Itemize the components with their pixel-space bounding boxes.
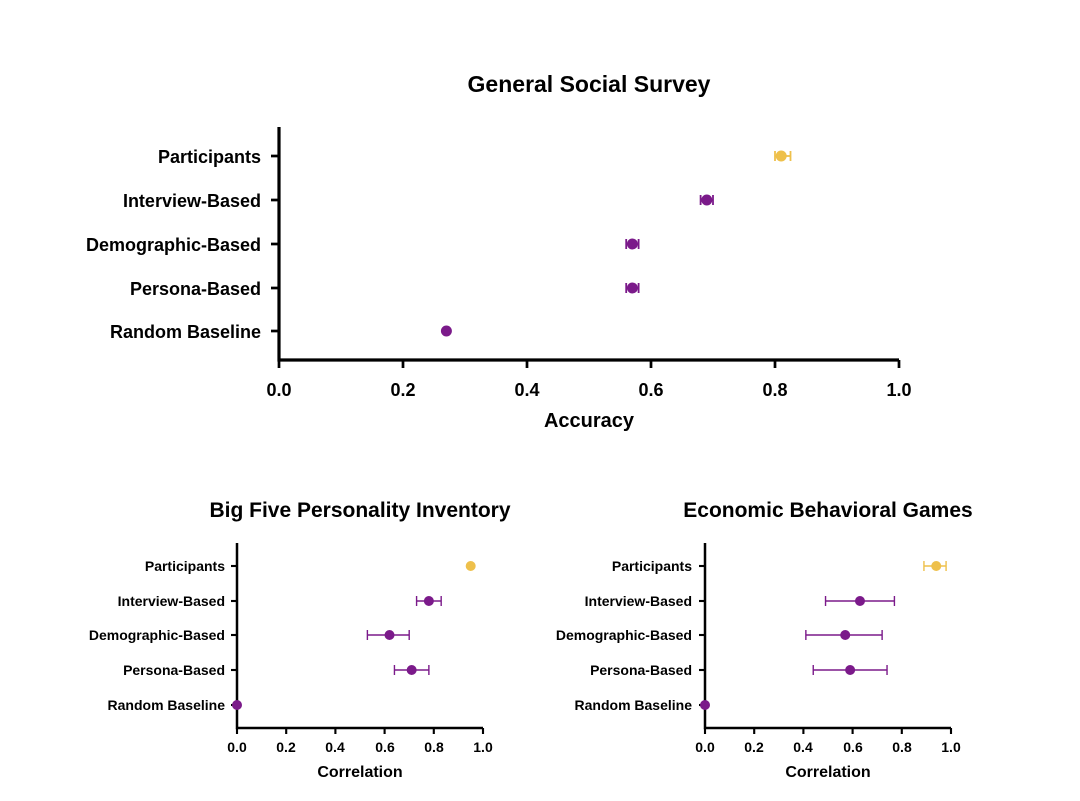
category-label: Random Baseline [110,322,261,342]
x-tick-label: 0.8 [762,380,787,400]
category-label: Demographic-Based [86,235,261,255]
x-tick-label: 0.6 [843,739,863,755]
chart-title: General Social Survey [468,71,711,97]
x-tick-label: 0.6 [375,739,395,755]
panel-economic-games: Economic Behavioral Games Participants I… [556,499,973,781]
chart-title: Economic Behavioral Games [683,499,972,522]
x-tick-label: 1.0 [886,380,911,400]
data-point [465,561,476,571]
data-point [701,194,713,206]
category-label: Interview-Based [123,191,261,211]
data-point [626,282,638,294]
x-tick-label: 0.2 [390,380,415,400]
category-label: Random Baseline [108,697,226,713]
category-label: Demographic-Based [556,627,692,643]
category-label: Persona-Based [590,662,692,678]
x-axis-label: Accuracy [544,410,635,432]
data-point [406,665,417,675]
category-label: Persona-Based [130,279,261,299]
data-point [840,630,851,640]
data-point [700,700,710,710]
x-tick-label: 0.2 [744,739,764,755]
x-tick-label: 0.6 [638,380,663,400]
category-label: Interview-Based [585,593,692,609]
data-point [854,596,865,606]
data-point [232,700,242,710]
x-tick-label: 0.0 [695,739,715,755]
panel-general-social-survey: General Social Survey Participants Inter… [86,71,912,432]
x-tick-label: 0.4 [793,739,813,755]
chart-marks [231,127,953,734]
data-point [845,665,856,675]
data-point [384,630,395,640]
x-axis-label: Correlation [317,764,402,781]
category-label: Participants [145,558,225,574]
category-label: Interview-Based [118,593,225,609]
category-label: Random Baseline [575,697,693,713]
data-point [423,596,434,606]
x-tick-label: 0.0 [266,380,291,400]
x-tick-label: 0.0 [227,739,247,755]
data-point [931,561,942,571]
x-tick-label: 0.2 [276,739,296,755]
data-point [626,238,638,250]
x-tick-label: 1.0 [941,739,961,755]
x-axis-label: Correlation [785,764,870,781]
category-label: Participants [612,558,692,574]
x-tick-label: 0.8 [424,739,444,755]
axis-line [277,127,899,362]
x-tick-label: 0.4 [325,739,345,755]
category-label: Demographic-Based [89,627,225,643]
axis-line [235,543,483,730]
x-tick-label: 0.4 [514,380,539,400]
category-label: Participants [158,147,261,167]
x-tick-label: 1.0 [473,739,493,755]
data-point [775,150,787,162]
x-tick-label: 0.8 [892,739,912,755]
chart-title: Big Five Personality Inventory [209,499,510,522]
panel-big-five: Big Five Personality Inventory Participa… [89,499,511,781]
category-label: Persona-Based [123,662,225,678]
data-point [440,325,452,337]
